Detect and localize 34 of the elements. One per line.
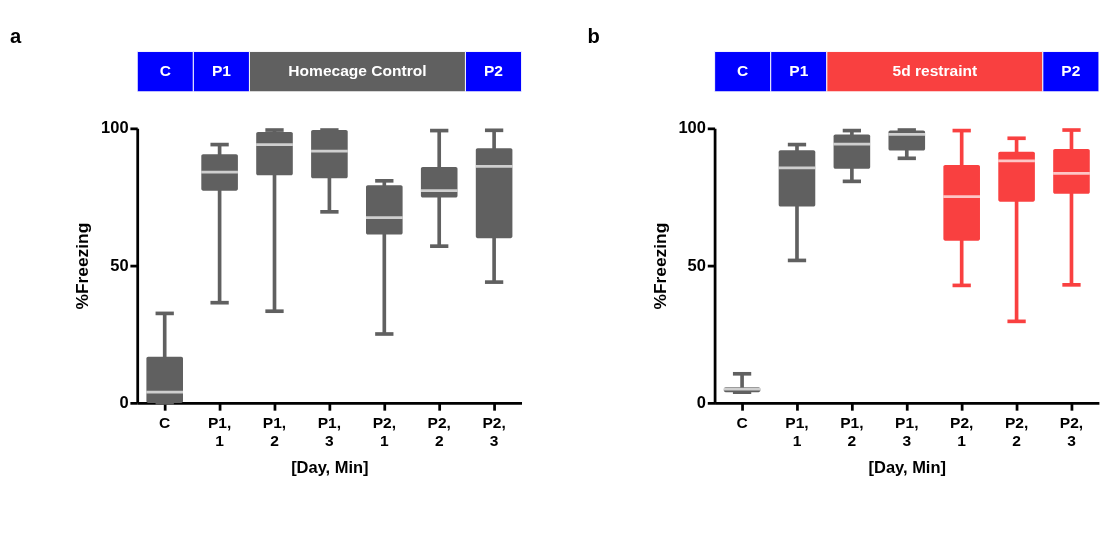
x-tick-label: C <box>736 414 748 432</box>
x-tick-label: P2, 3 <box>482 414 506 450</box>
text: C <box>159 62 171 80</box>
x-axis-title: [Day, Min] <box>868 457 946 476</box>
x-tick-label: P1, 2 <box>262 414 287 450</box>
x-tick-label: P2, 2 <box>1004 414 1029 450</box>
y-axis-title: %Freezing <box>72 222 93 310</box>
text: 5d restraint <box>892 62 978 80</box>
y-tick-label: 100 <box>101 118 129 137</box>
text: P1 <box>789 62 809 80</box>
y-tick-label: 50 <box>687 255 706 274</box>
x-tick-label: P2, 1 <box>372 414 396 450</box>
x-axis-title: [Day, Min] <box>291 457 369 476</box>
x-tick-label: P1, 1 <box>207 414 232 450</box>
text: C <box>737 62 749 80</box>
x-tick-label: P1, 1 <box>785 414 809 450</box>
x-tick-label: P1, 3 <box>895 414 919 450</box>
text: P2 <box>1061 62 1081 80</box>
text: P2 <box>483 62 504 80</box>
x-tick-label: P2, 2 <box>427 414 451 450</box>
x-tick-label: P2, 3 <box>1059 414 1084 450</box>
text: Homecage Control <box>288 62 427 80</box>
x-tick-label: P1, 3 <box>317 414 342 450</box>
chart-title: b <box>587 24 600 47</box>
y-tick-label: 50 <box>110 255 129 274</box>
text: P1 <box>211 62 232 80</box>
x-tick-label: P1, 2 <box>840 414 864 450</box>
y-tick-label: 0 <box>119 392 129 411</box>
chart-title: a <box>10 24 23 47</box>
x-tick-label: P2, 1 <box>950 414 974 450</box>
y-tick-label: 0 <box>696 392 706 411</box>
y-tick-label: 100 <box>678 118 706 137</box>
x-tick-label: C <box>159 414 171 432</box>
y-axis-title: %Freezing <box>649 222 670 310</box>
